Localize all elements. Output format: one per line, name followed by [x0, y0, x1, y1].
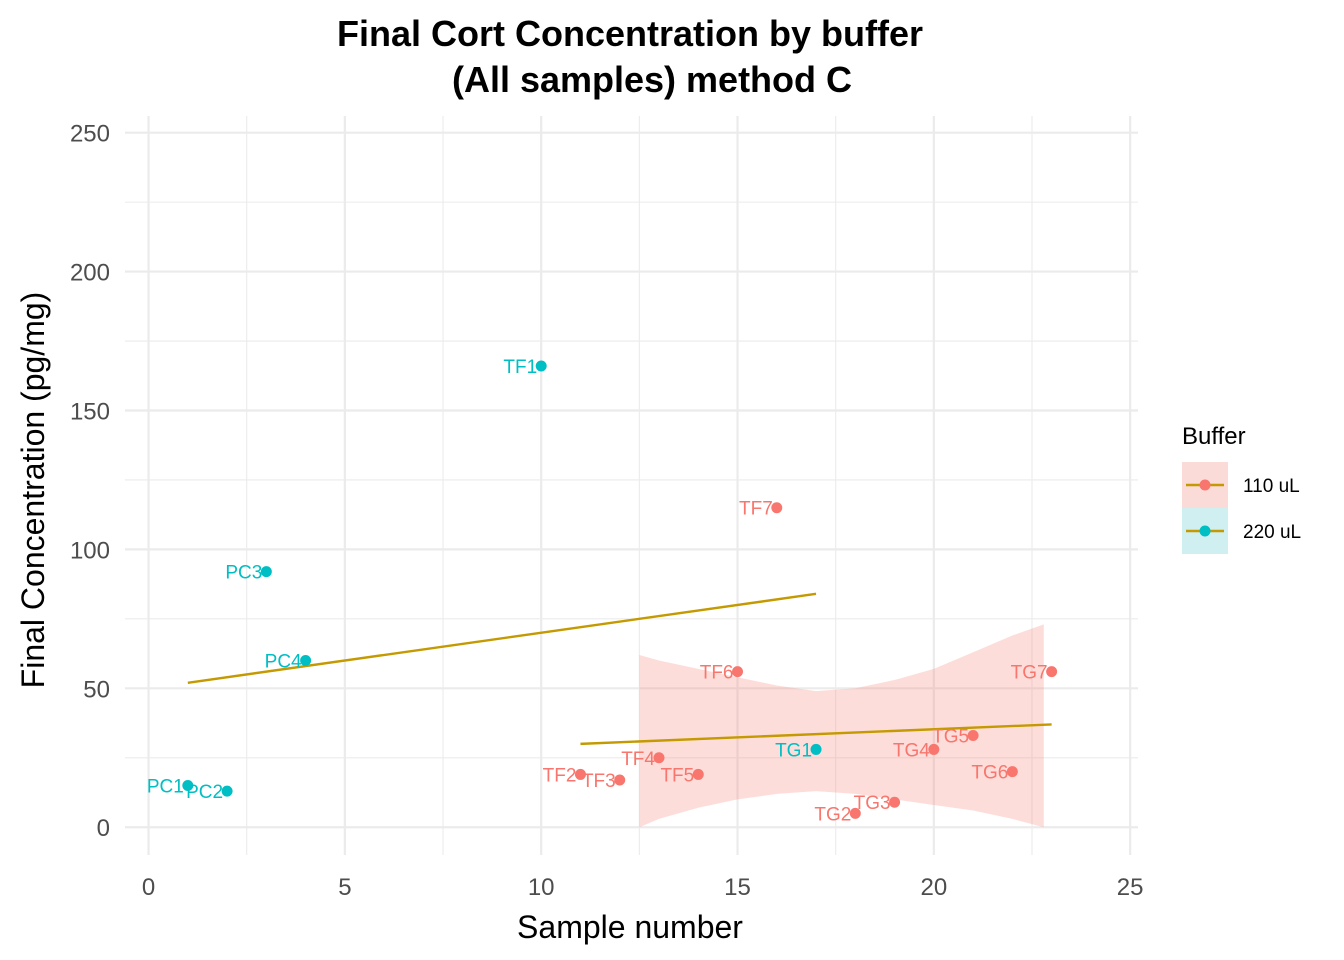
data-point	[1046, 666, 1058, 678]
data-point	[1006, 766, 1018, 778]
data-point	[692, 768, 704, 780]
point-label: TG2	[814, 804, 851, 825]
data-point	[849, 807, 861, 819]
chart-title-line-1: Final Cort Concentration by buffer	[337, 13, 923, 54]
trend-line	[580, 723, 1052, 746]
point-label: TG6	[971, 763, 1008, 784]
y-tick-label: 250	[70, 121, 110, 148]
trend-line	[187, 592, 817, 684]
point-label: TG1	[775, 740, 812, 761]
point-label: TG4	[893, 740, 930, 761]
data-point	[810, 743, 822, 755]
x-tick-label: 15	[724, 874, 751, 901]
legend-title: Buffer	[1182, 423, 1246, 450]
data-point	[221, 785, 233, 797]
data-point	[732, 666, 744, 678]
data-point	[535, 360, 547, 372]
y-tick-label: 0	[97, 815, 110, 842]
y-tick-label: 50	[83, 676, 110, 703]
y-axis-title: Final Concentration (pg/mg)	[15, 292, 51, 689]
y-tick-label: 100	[70, 537, 110, 564]
point-label: TF2	[543, 765, 577, 786]
data-point	[260, 566, 272, 578]
legend-key-point	[1199, 479, 1211, 491]
legend-key-point	[1199, 525, 1211, 537]
x-tick-label: 25	[1117, 874, 1144, 901]
point-label: TF7	[739, 499, 773, 520]
data-point	[967, 730, 979, 742]
legend-entry-label: 220 uL	[1243, 522, 1301, 543]
point-label: TF5	[660, 765, 694, 786]
data-points	[182, 360, 1058, 819]
data-point	[614, 774, 626, 786]
point-label: TF4	[621, 749, 655, 770]
legend-entry-label: 110 uL	[1243, 476, 1300, 497]
point-label: TF3	[582, 771, 616, 792]
y-tick-label: 150	[70, 398, 110, 425]
point-label: PC3	[225, 563, 262, 584]
y-axis-ticks: 0 50 100 150 200 250	[70, 121, 110, 843]
point-label: PC2	[186, 782, 223, 803]
chart-title-line-2: (All samples) method C	[452, 59, 852, 100]
point-label: TF1	[503, 357, 537, 378]
point-label: PC1	[147, 777, 184, 798]
point-label: PC4	[265, 652, 302, 673]
point-label: TF6	[700, 663, 734, 684]
legend: Buffer 110 uL 220 uL	[1182, 423, 1301, 554]
data-point	[653, 752, 665, 764]
data-point	[771, 502, 783, 514]
point-label: TG7	[1011, 663, 1048, 684]
x-tick-label: 20	[920, 874, 947, 901]
data-point	[889, 796, 901, 808]
x-tick-label: 10	[528, 874, 555, 901]
confidence-band	[639, 624, 1044, 828]
gridlines	[125, 116, 1138, 855]
x-axis-ticks: 0 5 10 15 20 25	[142, 874, 1144, 901]
point-label: TG3	[854, 793, 891, 814]
x-axis-title: Sample number	[517, 909, 743, 945]
data-point	[182, 780, 194, 792]
point-label: TG5	[932, 727, 969, 748]
data-point	[928, 743, 940, 755]
y-tick-label: 200	[70, 260, 110, 287]
confidence-band-area	[639, 624, 1044, 828]
data-point	[574, 768, 586, 780]
data-point	[300, 655, 312, 667]
x-tick-label: 0	[142, 874, 155, 901]
x-tick-label: 5	[338, 874, 351, 901]
trend-lines	[187, 592, 1052, 746]
